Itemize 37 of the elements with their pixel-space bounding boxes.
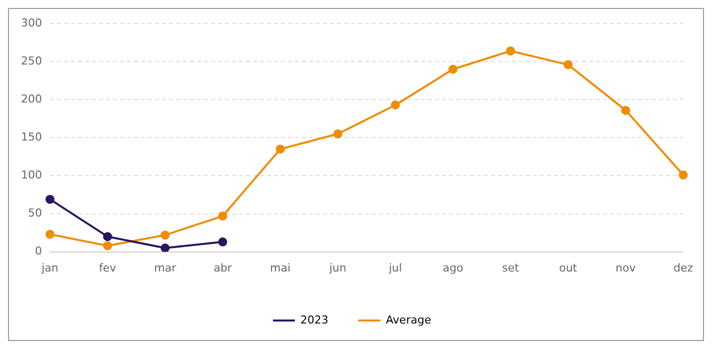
y-tick-label: 300	[20, 16, 42, 30]
x-tick-label: jun	[328, 261, 346, 274]
y-tick-label: 100	[20, 168, 42, 182]
x-tick-label: nov	[616, 261, 636, 274]
x-tick-label: out	[559, 261, 578, 274]
point	[103, 232, 112, 242]
point	[160, 243, 170, 252]
x-tick-label: fev	[98, 261, 117, 274]
legend-label: 2023	[300, 313, 328, 326]
point	[448, 64, 458, 74]
x-tick-label: mai	[270, 261, 291, 274]
point	[390, 100, 400, 110]
point	[621, 106, 630, 115]
point	[103, 241, 112, 250]
x-tick-label: dez	[673, 261, 694, 274]
point	[564, 60, 573, 70]
point	[45, 230, 54, 239]
x-tick-label: mar	[154, 261, 177, 274]
y-tick-label: 200	[20, 92, 42, 106]
y-tick-label: 150	[20, 130, 42, 144]
point	[506, 46, 516, 56]
point	[160, 230, 170, 240]
point	[333, 129, 342, 138]
x-tick-label: abr	[214, 261, 232, 274]
point	[218, 237, 228, 246]
x-tick-label: jan	[40, 261, 58, 274]
x-tick-label: set	[502, 261, 520, 274]
x-tick-label: ago	[442, 261, 464, 274]
x-tick-label: jul	[388, 261, 402, 274]
point	[276, 144, 285, 154]
point	[678, 170, 688, 180]
legend-label: Average	[386, 313, 432, 326]
y-tick-label: 50	[28, 206, 42, 220]
y-tick-label: 0	[34, 244, 42, 258]
point	[218, 212, 228, 221]
point	[45, 194, 54, 204]
y-tick-label: 250	[20, 54, 42, 68]
